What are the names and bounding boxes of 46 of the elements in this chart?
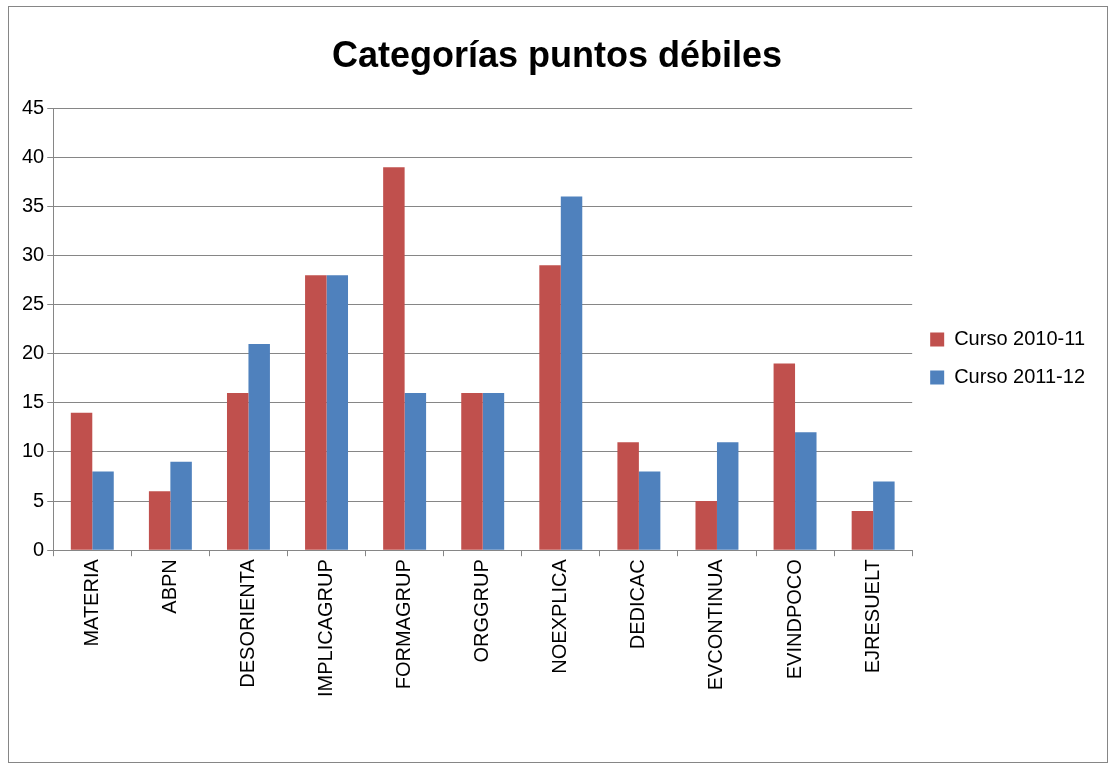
- y-tick-label: 15: [22, 390, 45, 413]
- x-tick-label: EVINDPOCO: [782, 559, 805, 680]
- x-tick-label: DEDICAC: [626, 559, 649, 650]
- x-tick-label: NOEXPLICA: [548, 558, 571, 674]
- y-tick-label: 25: [22, 292, 45, 315]
- bar: [795, 432, 817, 550]
- bar: [226, 393, 249, 550]
- x-tick-label: MATERIA: [79, 558, 102, 647]
- legend-label: Curso 2011-12: [954, 365, 1086, 388]
- x-tick-label: FORMAGRUP: [392, 559, 415, 690]
- bar: [773, 363, 796, 550]
- bar: [617, 442, 639, 550]
- bar: [148, 491, 171, 550]
- y-tick-label: 20: [22, 341, 45, 364]
- bar: [461, 393, 483, 550]
- bar: [539, 265, 561, 550]
- bar: [851, 510, 874, 550]
- bar: [560, 196, 583, 550]
- x-tick-label: ABPN: [157, 559, 180, 614]
- x-tick-label: EVCONTINUA: [704, 558, 727, 691]
- y-tick-label: 10: [22, 439, 45, 462]
- bar: [383, 167, 405, 550]
- y-tick-label: 35: [22, 193, 45, 216]
- bar: [326, 275, 349, 550]
- bar: [695, 501, 717, 550]
- legend-label: Curso 2010-11: [954, 327, 1086, 350]
- bar: [170, 461, 192, 550]
- bar: [716, 442, 739, 550]
- bar: [92, 471, 114, 550]
- bar: [638, 471, 661, 550]
- x-tick-label: DESORIENTA: [235, 558, 258, 688]
- y-tick-label: 40: [22, 144, 45, 167]
- x-tick-label: ORGGRUP: [470, 559, 493, 663]
- x-tick-label: EJRESUELT: [860, 559, 883, 674]
- bar: [404, 393, 427, 550]
- y-tick-label: 30: [22, 243, 45, 266]
- bar: [482, 393, 505, 550]
- bar: [70, 412, 93, 550]
- bar: [248, 343, 270, 550]
- chart-title: Categorías puntos débiles: [331, 33, 783, 75]
- y-tick-label: 45: [22, 95, 45, 118]
- bar: [305, 275, 327, 550]
- bar: [873, 481, 895, 550]
- y-tick-label: 0: [33, 537, 45, 560]
- x-tick-label: IMPLICAGRUP: [314, 559, 337, 698]
- y-tick-label: 5: [33, 488, 45, 511]
